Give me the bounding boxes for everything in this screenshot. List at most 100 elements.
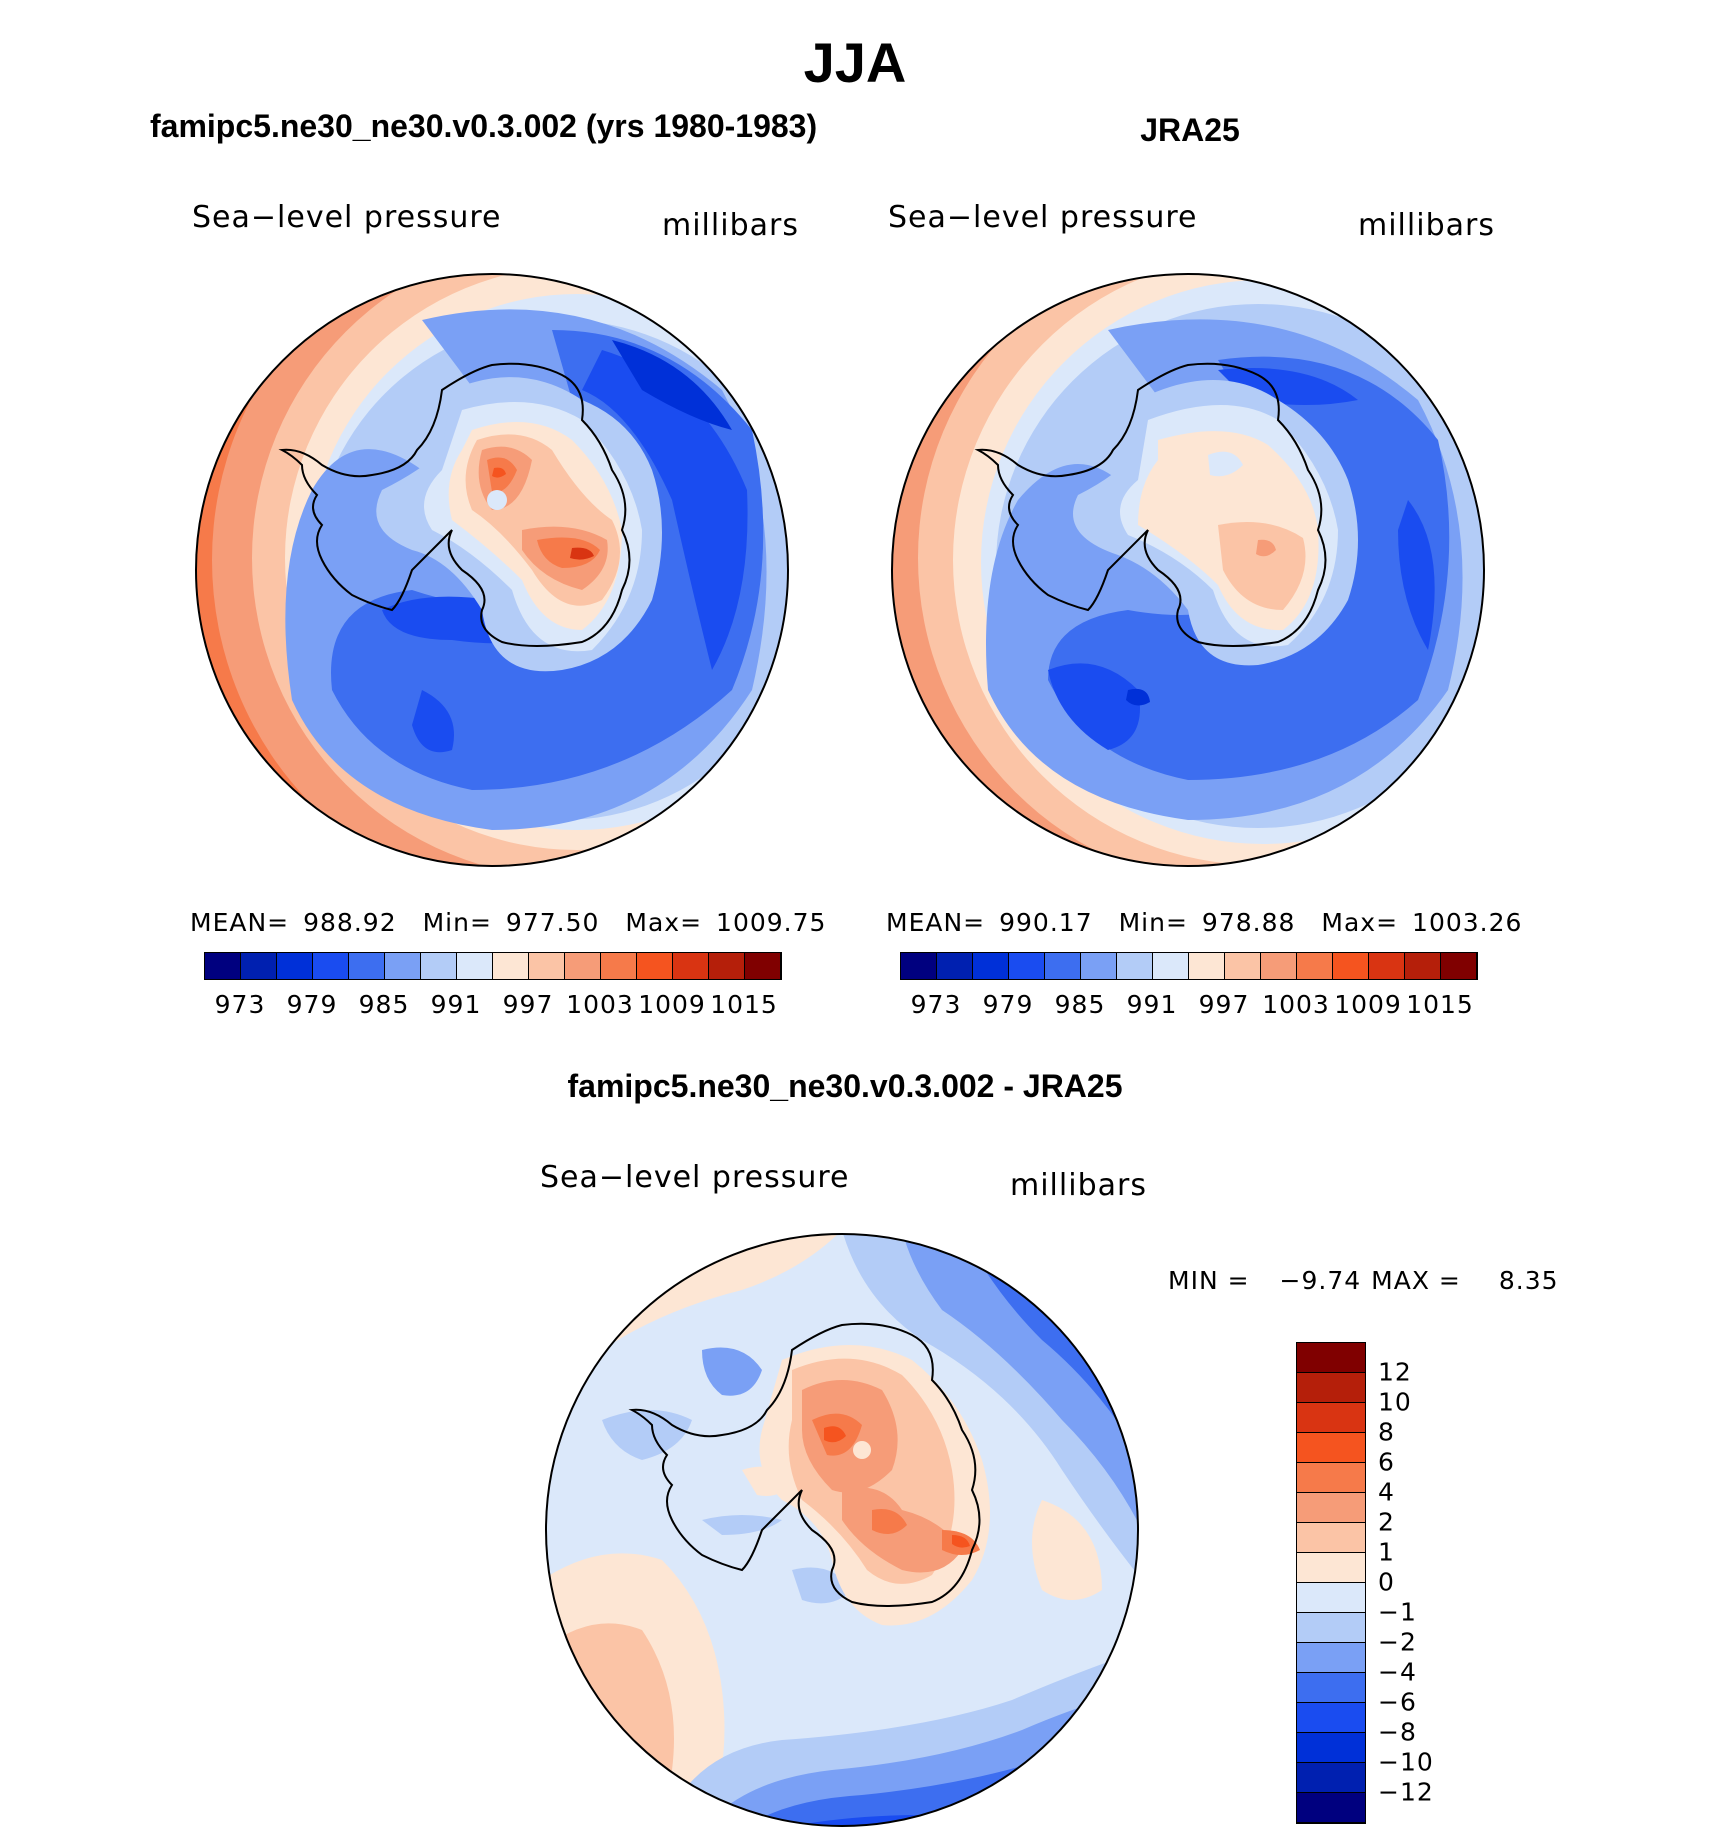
difference-units-label: millibars — [1010, 1168, 1147, 1203]
obs-colorbar-swatch — [1405, 953, 1441, 979]
difference-max-value: 8.35 — [1498, 1266, 1559, 1295]
obs-colorbar-swatch — [1153, 953, 1189, 979]
obs-colorbar-label: 985 — [1054, 990, 1106, 1019]
difference-colorbar-label: −8 — [1378, 1717, 1417, 1747]
model-colorbar-swatch — [277, 953, 313, 979]
model-colorbar-label: 997 — [502, 990, 554, 1019]
model-colorbar-swatch — [421, 953, 457, 979]
obs-variable-label: Sea−level pressure — [888, 200, 1198, 235]
model-colorbar-swatch — [313, 953, 349, 979]
obs-colorbar-swatch — [937, 953, 973, 979]
difference-colorbar-label: 6 — [1378, 1447, 1395, 1477]
difference-colorbar-label: 12 — [1378, 1357, 1412, 1387]
difference-colorbar-label: 2 — [1378, 1507, 1395, 1537]
obs-colorbar-swatch — [1297, 953, 1333, 979]
obs-colorbar-label: 991 — [1126, 990, 1178, 1019]
obs-units-label: millibars — [1358, 208, 1495, 243]
difference-colorbar-swatch — [1297, 1673, 1365, 1703]
model-colorbar-swatch — [601, 953, 637, 979]
obs-colorbar-swatch — [1117, 953, 1153, 979]
model-min-label: Min= — [422, 908, 492, 937]
model-colorbar-label: 1003 — [566, 990, 634, 1019]
difference-colorbar-label: −2 — [1378, 1627, 1417, 1657]
obs-min-label: Min= — [1118, 908, 1188, 937]
difference-polar-map — [545, 1233, 1139, 1827]
obs-colorbar-swatch — [1261, 953, 1297, 979]
obs-colorbar-label: 1009 — [1334, 990, 1402, 1019]
model-variable-label: Sea−level pressure — [192, 200, 502, 235]
difference-colorbar-label: 8 — [1378, 1417, 1395, 1447]
difference-colorbar-swatch — [1297, 1523, 1365, 1553]
difference-colorbar-swatch — [1297, 1433, 1365, 1463]
difference-colorbar-label: −4 — [1378, 1657, 1417, 1687]
difference-colorbar-label: 10 — [1378, 1387, 1412, 1417]
model-colorbar-label: 973 — [214, 990, 266, 1019]
obs-max-label: Max= — [1321, 908, 1399, 937]
model-colorbar-swatch — [493, 953, 529, 979]
model-units-label: millibars — [662, 208, 799, 243]
difference-colorbar-label: −6 — [1378, 1687, 1417, 1717]
obs-colorbar-swatch — [1369, 953, 1405, 979]
difference-colorbar-swatch — [1297, 1763, 1365, 1793]
model-colorbar-label: 1015 — [710, 990, 778, 1019]
obs-colorbar-label: 1015 — [1406, 990, 1474, 1019]
model-polar-map — [195, 273, 789, 867]
model-colorbar-swatch — [349, 953, 385, 979]
model-colorbar-swatch — [637, 953, 673, 979]
model-stats: MEAN= 988.92 Min= 977.50 Max= 1009.75 — [190, 908, 825, 937]
model-max-value: 1009.75 — [716, 908, 827, 937]
difference-colorbar-swatch — [1297, 1403, 1365, 1433]
obs-colorbar-swatch — [1189, 953, 1225, 979]
difference-colorbar-label: 0 — [1378, 1567, 1395, 1597]
model-colorbar-label: 1009 — [638, 990, 706, 1019]
model-colorbar-swatch — [565, 953, 601, 979]
difference-colorbar-swatch — [1297, 1373, 1365, 1403]
model-mean-label: MEAN= — [190, 908, 290, 937]
difference-colorbar-labels: 12 10 8 6 4 2 1 0 −1 −2 −4 −6 −8 −10 −12 — [1378, 1342, 1498, 1822]
obs-panel-title: JRA25 — [1140, 112, 1240, 148]
difference-panel-title: famipc5.ne30_ne30.v0.3.002 - JRA25 — [567, 1068, 1123, 1104]
model-colorbar-label: 991 — [430, 990, 482, 1019]
obs-colorbar-label: 973 — [910, 990, 962, 1019]
difference-min-label: MIN = — [1168, 1266, 1250, 1295]
difference-colorbar-label: −1 — [1378, 1597, 1417, 1627]
obs-colorbar-swatch — [1333, 953, 1369, 979]
model-panel-title: famipc5.ne30_ne30.v0.3.002 (yrs 1980-198… — [150, 108, 818, 144]
difference-colorbar-swatch — [1297, 1583, 1365, 1613]
obs-colorbar-labels: 973 979 985 991 997 1003 1009 1015 — [900, 990, 1476, 1020]
obs-mean-label: MEAN= — [886, 908, 986, 937]
obs-stats: MEAN= 990.17 Min= 978.88 Max= 1003.26 — [886, 908, 1521, 937]
model-min-value: 977.50 — [505, 908, 600, 937]
difference-colorbar-swatch — [1297, 1793, 1365, 1823]
model-colorbar — [204, 952, 782, 980]
model-mean-value: 988.92 — [303, 908, 397, 937]
difference-colorbar-label: −12 — [1378, 1777, 1434, 1807]
obs-colorbar-swatch — [1009, 953, 1045, 979]
difference-colorbar-label: −10 — [1378, 1747, 1434, 1777]
difference-colorbar-swatch — [1297, 1493, 1365, 1523]
difference-variable-label: Sea−level pressure — [540, 1160, 850, 1195]
obs-min-value: 978.88 — [1201, 908, 1296, 937]
model-max-label: Max= — [625, 908, 703, 937]
obs-max-value: 1003.26 — [1412, 908, 1523, 937]
figure-title: JJA — [803, 31, 907, 94]
model-colorbar-label: 979 — [286, 990, 338, 1019]
model-colorbar-swatch — [241, 953, 277, 979]
difference-colorbar-label: 1 — [1378, 1537, 1395, 1567]
difference-colorbar — [1296, 1342, 1366, 1824]
difference-colorbar-swatch — [1297, 1463, 1365, 1493]
difference-min-value: −9.74 — [1279, 1266, 1362, 1295]
model-colorbar-swatch — [205, 953, 241, 979]
obs-colorbar-label: 1003 — [1262, 990, 1330, 1019]
model-colorbar-swatch — [709, 953, 745, 979]
model-colorbar-labels: 973 979 985 991 997 1003 1009 1015 — [204, 990, 780, 1020]
model-colorbar-swatch — [457, 953, 493, 979]
model-colorbar-swatch — [673, 953, 709, 979]
difference-colorbar-swatch — [1297, 1613, 1365, 1643]
obs-colorbar-swatch — [1225, 953, 1261, 979]
difference-colorbar-swatch — [1297, 1643, 1365, 1673]
obs-colorbar-swatch — [1081, 953, 1117, 979]
obs-colorbar-swatch — [1441, 953, 1477, 979]
obs-colorbar-swatch — [973, 953, 1009, 979]
model-colorbar-label: 985 — [358, 990, 410, 1019]
